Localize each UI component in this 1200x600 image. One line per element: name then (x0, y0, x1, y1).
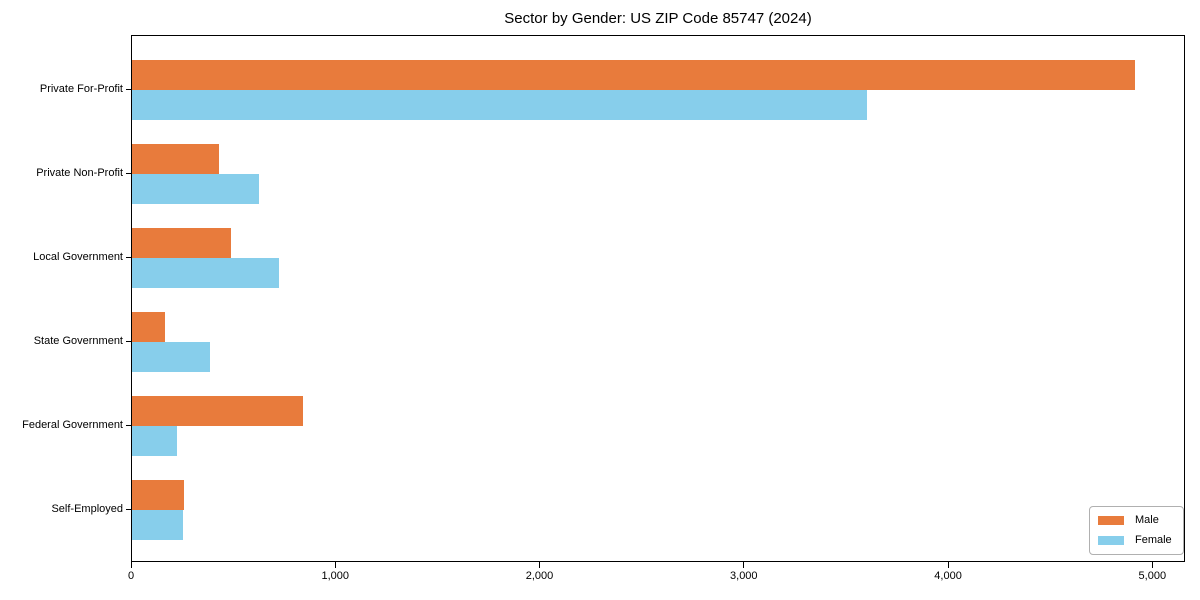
x-tick-label: 4,000 (934, 570, 962, 582)
y-tick-mark (126, 172, 131, 174)
bar-male-private-for-profit (132, 59, 1135, 90)
female-series-swatch (1098, 536, 1124, 545)
x-tick-mark (743, 562, 745, 568)
x-tick-label: 3,000 (730, 570, 758, 582)
bar-female-private-for-profit (132, 89, 868, 120)
y-tick-mark (126, 340, 131, 342)
male-series-swatch (1098, 516, 1124, 525)
y-tick-mark (126, 256, 131, 258)
x-tick-label: 5,000 (1138, 570, 1167, 582)
x-tick-mark (130, 562, 132, 568)
legend-label-female: Female (1135, 534, 1172, 546)
y-category-label-local-government: Local Government (33, 250, 123, 263)
y-category-label-private-for-profit: Private For-Profit (39, 82, 123, 95)
y-tick-mark (126, 424, 131, 426)
y-category-label-state-government: State Government (33, 334, 123, 347)
bar-female-self-employed (132, 510, 184, 540)
chart-title: Sector by Gender: US ZIP Code 85747 (202… (504, 10, 812, 27)
y-category-label-self-employed: Self-Employed (51, 503, 123, 515)
legend-label-male: Male (1135, 514, 1159, 526)
x-tick-mark (1151, 562, 1153, 568)
legend-item-female: Female (1098, 534, 1175, 547)
y-category-label-federal-government: Federal Government (22, 418, 123, 431)
bar-female-federal-government (132, 425, 177, 456)
x-tick-mark (947, 562, 949, 568)
bar-male-state-government (132, 311, 165, 342)
bar-male-private-non-profit (132, 143, 219, 174)
bar-female-private-non-profit (132, 173, 259, 204)
bar-female-state-government (132, 341, 210, 372)
y-tick-mark (126, 88, 131, 90)
x-tick-mark (334, 562, 336, 568)
plot-area (131, 35, 1185, 562)
y-tick-mark (126, 509, 131, 510)
bar-male-local-government (132, 227, 232, 258)
x-tick-label: 1,000 (321, 570, 350, 582)
y-category-label-private-non-profit: Private Non-Profit (36, 166, 123, 179)
bar-female-local-government (132, 257, 280, 288)
bar-male-self-employed (132, 480, 185, 510)
x-tick-mark (539, 562, 541, 568)
legend: Male Female (1089, 506, 1184, 555)
legend-item-male: Male (1098, 514, 1175, 527)
x-tick-label: 2,000 (525, 570, 554, 582)
x-tick-label: 0 (127, 570, 135, 582)
bar-male-federal-government (132, 395, 303, 426)
